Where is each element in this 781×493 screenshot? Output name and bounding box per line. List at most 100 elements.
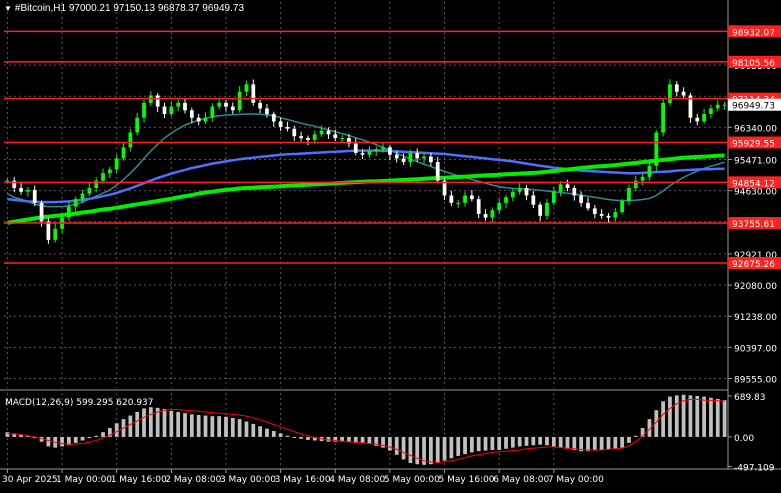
candle-body — [722, 104, 727, 106]
macd-histogram-bar — [101, 432, 105, 437]
time-tick-label: 4 May 08:00 — [329, 475, 385, 485]
macd-histogram-bar — [661, 401, 665, 437]
time-tick-label: 5 May 00:00 — [384, 475, 440, 485]
macd-histogram-bar — [627, 436, 631, 443]
macd-label: MACD(12,26,9) 599.295 620.937 — [5, 398, 154, 408]
macd-histogram-bar — [333, 436, 338, 442]
macd-histogram-bar — [456, 436, 461, 456]
candle-body — [135, 117, 140, 133]
ma-fast-line — [7, 113, 725, 208]
macd-histogram-bar — [476, 436, 481, 452]
candle-body — [504, 197, 508, 203]
candle-body — [265, 108, 269, 114]
macd-histogram-bar — [429, 436, 433, 465]
candle-body — [26, 189, 30, 192]
price-level-tag-label: 94854.12 — [732, 179, 775, 189]
candle-body — [183, 102, 187, 111]
candle-body — [189, 110, 194, 118]
macd-histogram-bar — [668, 396, 672, 437]
macd-histogram-bar — [326, 436, 331, 442]
macd-histogram-bar — [142, 408, 146, 437]
candle-body — [558, 184, 563, 192]
macd-histogram-bar — [572, 436, 577, 450]
candle-body — [121, 147, 126, 159]
candle-body — [449, 195, 454, 203]
dropdown-triangle-icon[interactable]: ▼ — [4, 4, 12, 13]
macd-histogram-bar — [360, 436, 365, 444]
candle-body — [497, 202, 502, 211]
candle-body — [627, 188, 631, 201]
candle-body — [633, 180, 638, 189]
macd-histogram-bar — [483, 436, 488, 451]
macd-histogram-bar — [306, 436, 310, 440]
macd-histogram-bar — [312, 436, 317, 441]
candle-body — [285, 126, 290, 129]
price-level-tag-label: 93755.61 — [732, 220, 775, 230]
candle-body — [244, 84, 249, 92]
candle-body — [224, 102, 228, 107]
macd-histogram-bar — [681, 394, 686, 437]
price-tick-label: 92921.00 — [734, 251, 777, 261]
macd-histogram-bar — [613, 436, 618, 449]
candle-body — [709, 108, 713, 114]
time-tick-label: 1 May 00:00 — [56, 475, 112, 485]
candle-body — [592, 208, 597, 214]
time-tick-label: 6 May 08:00 — [493, 475, 549, 485]
candle-body — [271, 113, 276, 122]
candle-body — [367, 151, 372, 155]
candle-body — [312, 134, 317, 140]
candle-body — [620, 201, 625, 213]
macd-histogram-bar — [278, 433, 283, 437]
macd-histogram-bar — [401, 436, 406, 460]
macd-histogram-bar — [551, 436, 556, 447]
candle-body — [674, 84, 679, 92]
macd-histogram-bar — [299, 436, 303, 439]
candle-body — [73, 199, 78, 207]
candle-body — [661, 102, 665, 133]
candle-body — [217, 102, 222, 107]
candle-body — [53, 228, 58, 240]
macd-histogram-bar — [647, 419, 652, 437]
time-tick-label: 2 May 08:00 — [165, 475, 221, 485]
price-level-tag — [728, 257, 781, 270]
candle-body — [80, 193, 85, 200]
candle-body — [278, 121, 283, 127]
macd-histogram-bar — [73, 436, 78, 443]
candle-body — [333, 134, 338, 139]
macd-histogram-bar — [422, 436, 426, 465]
macd-histogram-bar — [654, 410, 659, 437]
macd-histogram-bar — [592, 436, 597, 451]
ohlc-readout: 97000.21 97150.13 96878.37 96949.73 — [68, 3, 245, 14]
macd-histogram-bar — [217, 416, 222, 437]
candle-body — [142, 102, 146, 118]
current-price-label: 96949.73 — [732, 102, 775, 112]
candle-body — [306, 138, 310, 140]
macd-histogram-bar — [271, 431, 276, 437]
price-tick-label: 89555.00 — [734, 376, 777, 386]
macd-histogram-bar — [517, 436, 522, 447]
candle-body — [381, 147, 385, 150]
price-level-tag-label: 95929.55 — [732, 140, 775, 150]
macd-histogram-bar — [189, 414, 194, 437]
macd-histogram-bar — [435, 436, 440, 464]
macd-histogram-bar — [606, 436, 611, 450]
candle-body — [579, 195, 584, 203]
candle-body — [401, 158, 406, 163]
candle-body — [613, 212, 618, 218]
symbol-label: #Bitcoin,H1 — [14, 3, 67, 14]
candle-body — [169, 106, 174, 114]
macd-histogram-bar — [388, 436, 392, 451]
macd-histogram-bar — [579, 436, 584, 452]
macd-histogram-bar — [107, 428, 112, 437]
price-tick-label: 95471.00 — [734, 156, 777, 166]
macd-histogram-bar — [633, 435, 638, 437]
candle-body — [32, 189, 37, 203]
candle-body — [538, 204, 543, 216]
candle-body — [39, 202, 44, 222]
macd-histogram-bar — [46, 436, 51, 447]
macd-histogram-bar — [524, 436, 529, 446]
price-level-tag-label: 98932.07 — [732, 28, 775, 38]
candle-body — [237, 91, 242, 111]
